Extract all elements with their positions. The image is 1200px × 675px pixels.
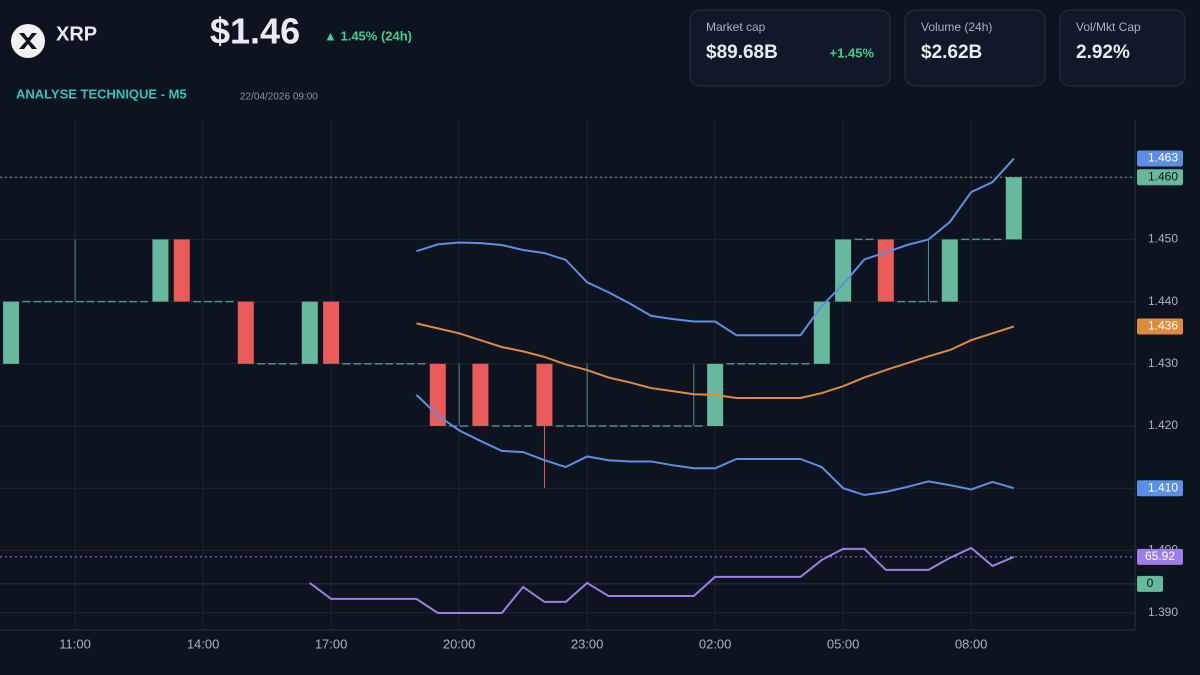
rsi-line [309,546,1015,614]
value-badge [1137,548,1183,565]
candle-body [877,239,894,302]
x-tick-label: 17:00 [315,636,348,651]
indicator-line [415,394,1015,497]
candle-body [429,363,446,426]
indicator-line [416,322,1015,400]
card-label: Volume (24h) [921,20,992,34]
x-tick-label: 08:00 [955,636,988,651]
candle-body [536,363,553,426]
y-tick-label: 1.430 [1148,356,1178,370]
y-tick-label: 1.450 [1148,232,1178,246]
candle-body [301,301,318,364]
x-tick-label: 05:00 [827,636,860,651]
candle-body [237,301,254,364]
candle-body [835,239,852,302]
card-value: 2.92% [1076,42,1130,63]
y-tick-label: 1.460 [1148,169,1178,183]
card [689,9,891,87]
price-badge [1137,169,1183,186]
candle-body [152,239,169,302]
y-tick-label: 1.390 [1148,605,1178,619]
card [1059,9,1186,87]
value-label: 1.410 [1148,480,1178,494]
timestamp: 22/04/2026 09:00 [240,92,318,103]
candle-body [3,301,20,364]
card-label: Market cap [706,20,766,34]
value-label: 1.436 [1148,319,1178,333]
candle-body [1005,177,1022,240]
card-change: +1.45% [830,45,875,60]
x-tick-label: 02:00 [699,636,732,651]
x-tick-label: 14:00 [187,636,220,651]
tick-badge [1137,575,1163,592]
value-badge [1137,318,1183,335]
card-label: Vol/Mkt Cap [1076,20,1141,34]
x-tick-label: 11:00 [59,636,91,651]
candle-body [813,301,830,364]
candle-body [173,239,190,302]
y-tick-label: 1.420 [1148,418,1178,432]
candle-body [323,301,340,364]
card-value: $89.68B [706,42,778,63]
price-change: ▲ 1.45% (24h) [324,28,412,43]
price: $1.46 [210,11,300,52]
y-tick-label: 1.440 [1148,294,1178,308]
candle-body [941,239,958,302]
logo-mark [19,33,37,49]
x-tick-label: 20:00 [443,636,476,651]
value-label: 65.92 [1145,549,1175,563]
value-badge [1137,150,1183,167]
symbol: XRP [56,23,97,45]
candle-body [472,363,489,426]
x-tick-label: 23:00 [571,636,604,651]
section-title: ANALYSE TECHNIQUE - M5 [16,86,187,101]
value-badge [1137,480,1183,497]
indicator-line [416,157,1015,337]
card [904,9,1046,87]
value-label: 1.463 [1148,151,1178,165]
y-tick-label: 0 [1147,576,1154,590]
card-value: $2.62B [921,42,982,63]
